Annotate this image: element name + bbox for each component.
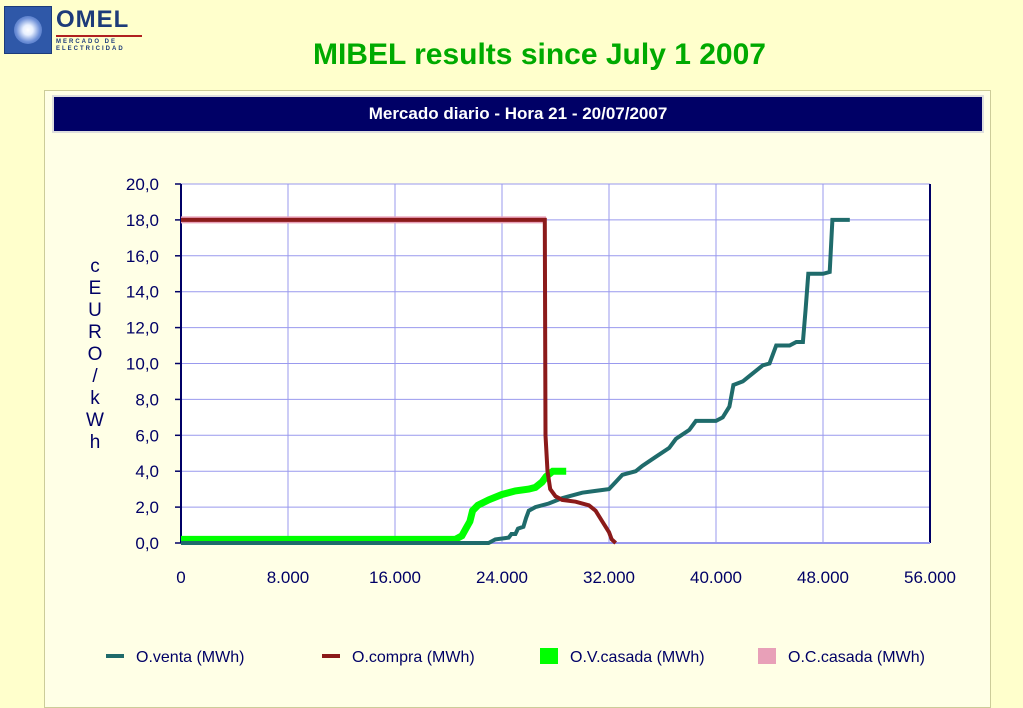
y-tick-label: 8,0 — [135, 390, 159, 409]
y-axis-title-char: R — [88, 322, 102, 343]
y-axis-title-char: h — [89, 432, 101, 453]
y-tick-label: 16,0 — [126, 247, 159, 266]
x-tick-label: 8.000 — [267, 568, 310, 587]
y-axis-title-char: k — [90, 388, 100, 409]
series-line-0 — [181, 217, 850, 545]
y-axis-title-char: E — [88, 278, 102, 299]
y-tick-label: 18,0 — [126, 211, 159, 230]
y-axis-title-char: U — [88, 300, 102, 321]
legend-marker-3 — [758, 648, 776, 664]
x-tick-label: 48.000 — [797, 568, 849, 587]
logo-underline — [56, 35, 142, 37]
y-axis-title-char: c — [90, 256, 100, 277]
y-tick-label: 10,0 — [126, 355, 159, 374]
x-tick-label: 24.000 — [476, 568, 528, 587]
chart-title: Mercado diario - Hora 21 - 20/07/2007 — [52, 95, 984, 133]
x-tick-label: 0 — [176, 568, 185, 587]
series-line-1 — [181, 217, 618, 545]
y-axis-title-char: W — [86, 410, 104, 431]
legend-label-3: O.C.casada (MWh) — [788, 649, 925, 666]
logo-subtitle: MERCADO DE ELECTRICIDAD — [56, 39, 125, 52]
page-title: MIBEL results since July 1 2007 — [312, 38, 766, 71]
y-tick-label: 4,0 — [135, 462, 159, 481]
y-tick-label: 0,0 — [135, 534, 159, 553]
sun-logo-icon — [4, 6, 52, 54]
y-axis-title-char: / — [92, 366, 98, 387]
y-axis-title-char: O — [87, 344, 103, 365]
x-tick-label: 32.000 — [583, 568, 635, 587]
x-tick-label: 40.000 — [690, 568, 742, 587]
legend-label-0: O.venta (MWh) — [136, 649, 244, 666]
legend-label-2: O.V.casada (MWh) — [570, 649, 705, 666]
y-tick-label: 6,0 — [135, 426, 159, 445]
y-tick-label: 20,0 — [126, 175, 159, 194]
x-tick-label: 56.000 — [904, 568, 956, 587]
logo-word: OMEL — [56, 6, 130, 33]
y-tick-label: 14,0 — [126, 283, 159, 302]
series-line-2 — [181, 467, 567, 543]
legend-marker-2 — [540, 648, 558, 664]
omel-logo: OMEL MERCADO DE ELECTRICIDAD — [4, 4, 154, 56]
y-tick-label: 12,0 — [126, 319, 159, 338]
legend-label-1: O.compra (MWh) — [352, 649, 475, 666]
y-tick-label: 2,0 — [135, 498, 159, 517]
x-tick-label: 16.000 — [369, 568, 421, 587]
